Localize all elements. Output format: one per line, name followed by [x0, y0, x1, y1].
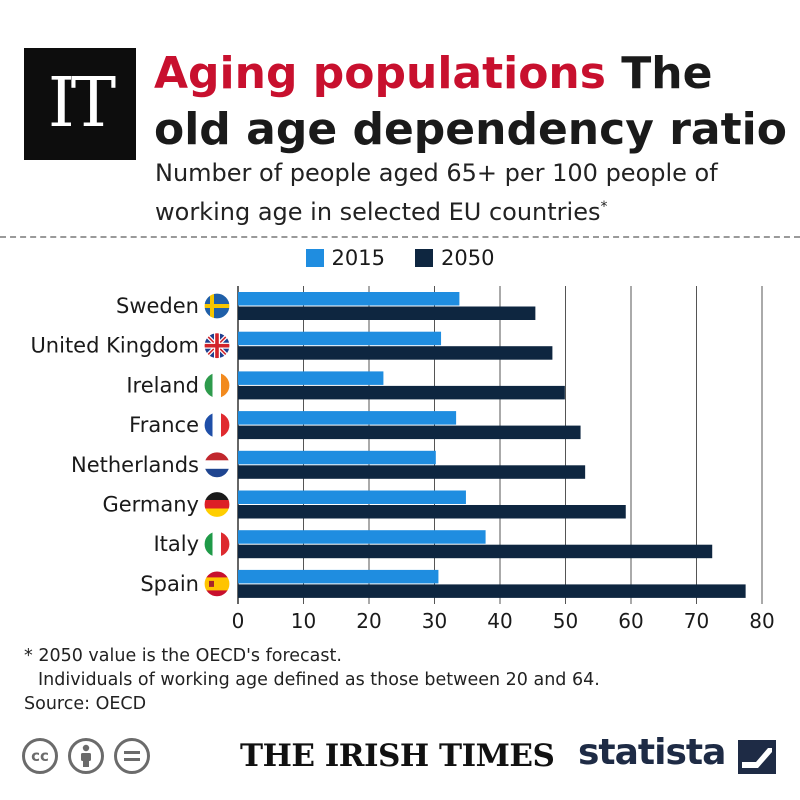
bar-2050 [238, 306, 536, 320]
legend-item-2015: 2015 [305, 246, 385, 270]
bar-2015 [238, 331, 442, 346]
netherlands-flag-icon [204, 451, 230, 478]
bar-2015 [238, 530, 486, 544]
x-tick-label: 70 [684, 609, 709, 633]
bar-2015 [238, 569, 439, 584]
source-note: Source: OECD [24, 694, 147, 714]
bar-2050 [238, 385, 565, 400]
subtitle-footnote-mark: * [600, 199, 608, 215]
bar-2015 [238, 450, 436, 465]
title-rest: The old age dependency ratio [154, 48, 787, 155]
bar-2050 [238, 346, 553, 360]
legend-swatch-2015 [305, 249, 324, 267]
france-flag-icon [204, 412, 230, 439]
legend-label-2015: 2015 [331, 246, 385, 270]
category-label: Sweden [116, 294, 199, 318]
bar-2015 [238, 411, 457, 425]
subtitle-text: Number of people aged 65+ per 100 people… [155, 159, 718, 226]
chart-subtitle: Number of people aged 65+ per 100 people… [155, 156, 785, 229]
spain-flag-icon [204, 570, 230, 597]
bar-2050 [238, 544, 713, 559]
category-label: Italy [153, 532, 199, 556]
dashed-divider [0, 236, 800, 238]
x-tick-label: 0 [232, 609, 245, 633]
irish-times-logo: IT [24, 48, 136, 160]
publisher-wordmark: THE IRISH TIMES [240, 738, 555, 774]
uk-flag-icon [204, 332, 230, 359]
category-label: Germany [102, 493, 199, 517]
chart-legend: 2015 2050 [0, 246, 800, 270]
footnote: * 2050 value is the OECD's forecast. Ind… [24, 644, 600, 716]
x-tick-label: 80 [749, 609, 774, 633]
footnote-forecast: * 2050 value is the OECD's forecast. [24, 646, 342, 666]
ireland-flag-icon [204, 372, 230, 399]
license-icons: cc [22, 738, 150, 774]
bar-2050 [238, 465, 586, 479]
statista-logo-icon [738, 740, 776, 774]
bar-2015 [238, 371, 384, 385]
statista-wordmark: statista [578, 732, 726, 773]
title-accent: Aging populations [154, 48, 606, 99]
italy-flag-icon [204, 531, 230, 558]
bar-2015 [238, 292, 460, 306]
bar-2015 [238, 490, 466, 504]
germany-flag-icon [204, 491, 230, 518]
x-tick-label: 40 [487, 609, 512, 633]
x-tick-label: 30 [422, 609, 447, 633]
footnote-definition: Individuals of working age defined as th… [38, 670, 600, 690]
legend-item-2050: 2050 [415, 246, 494, 270]
creative-commons-icon: cc [22, 738, 58, 774]
x-tick-label: 20 [356, 609, 381, 633]
sweden-flag-icon [204, 293, 230, 319]
legend-swatch-2050 [415, 249, 433, 267]
x-tick-label: 60 [618, 609, 643, 633]
flag-ring [203, 371, 231, 400]
flag-ring [203, 292, 231, 320]
legend-label-2050: 2050 [441, 246, 495, 270]
bar-2050 [238, 584, 746, 598]
bar-chart: 0 10 20 30 40 50 60 70 80 Sweden United Kingdom Ire… [30, 286, 775, 633]
category-label: Spain [140, 572, 199, 596]
no-derivatives-icon [114, 738, 150, 774]
flag-ring [203, 530, 231, 558]
chart-title: Aging populations The old age dependency… [154, 46, 794, 158]
category-label: France [129, 413, 199, 437]
flag-ring [203, 332, 231, 360]
flag-ring [203, 490, 231, 519]
category-label: United Kingdom [30, 334, 199, 358]
bar-2050 [238, 425, 581, 440]
category-label: Netherlands [71, 453, 199, 477]
flag-ring [203, 411, 231, 439]
category-label: Ireland [126, 373, 199, 397]
flag-ring [203, 570, 231, 598]
x-tick-label: 50 [553, 609, 578, 633]
x-tick-label: 10 [291, 609, 316, 633]
bar-2050 [238, 505, 626, 519]
attribution-icon [68, 738, 104, 774]
flag-ring [203, 451, 231, 479]
